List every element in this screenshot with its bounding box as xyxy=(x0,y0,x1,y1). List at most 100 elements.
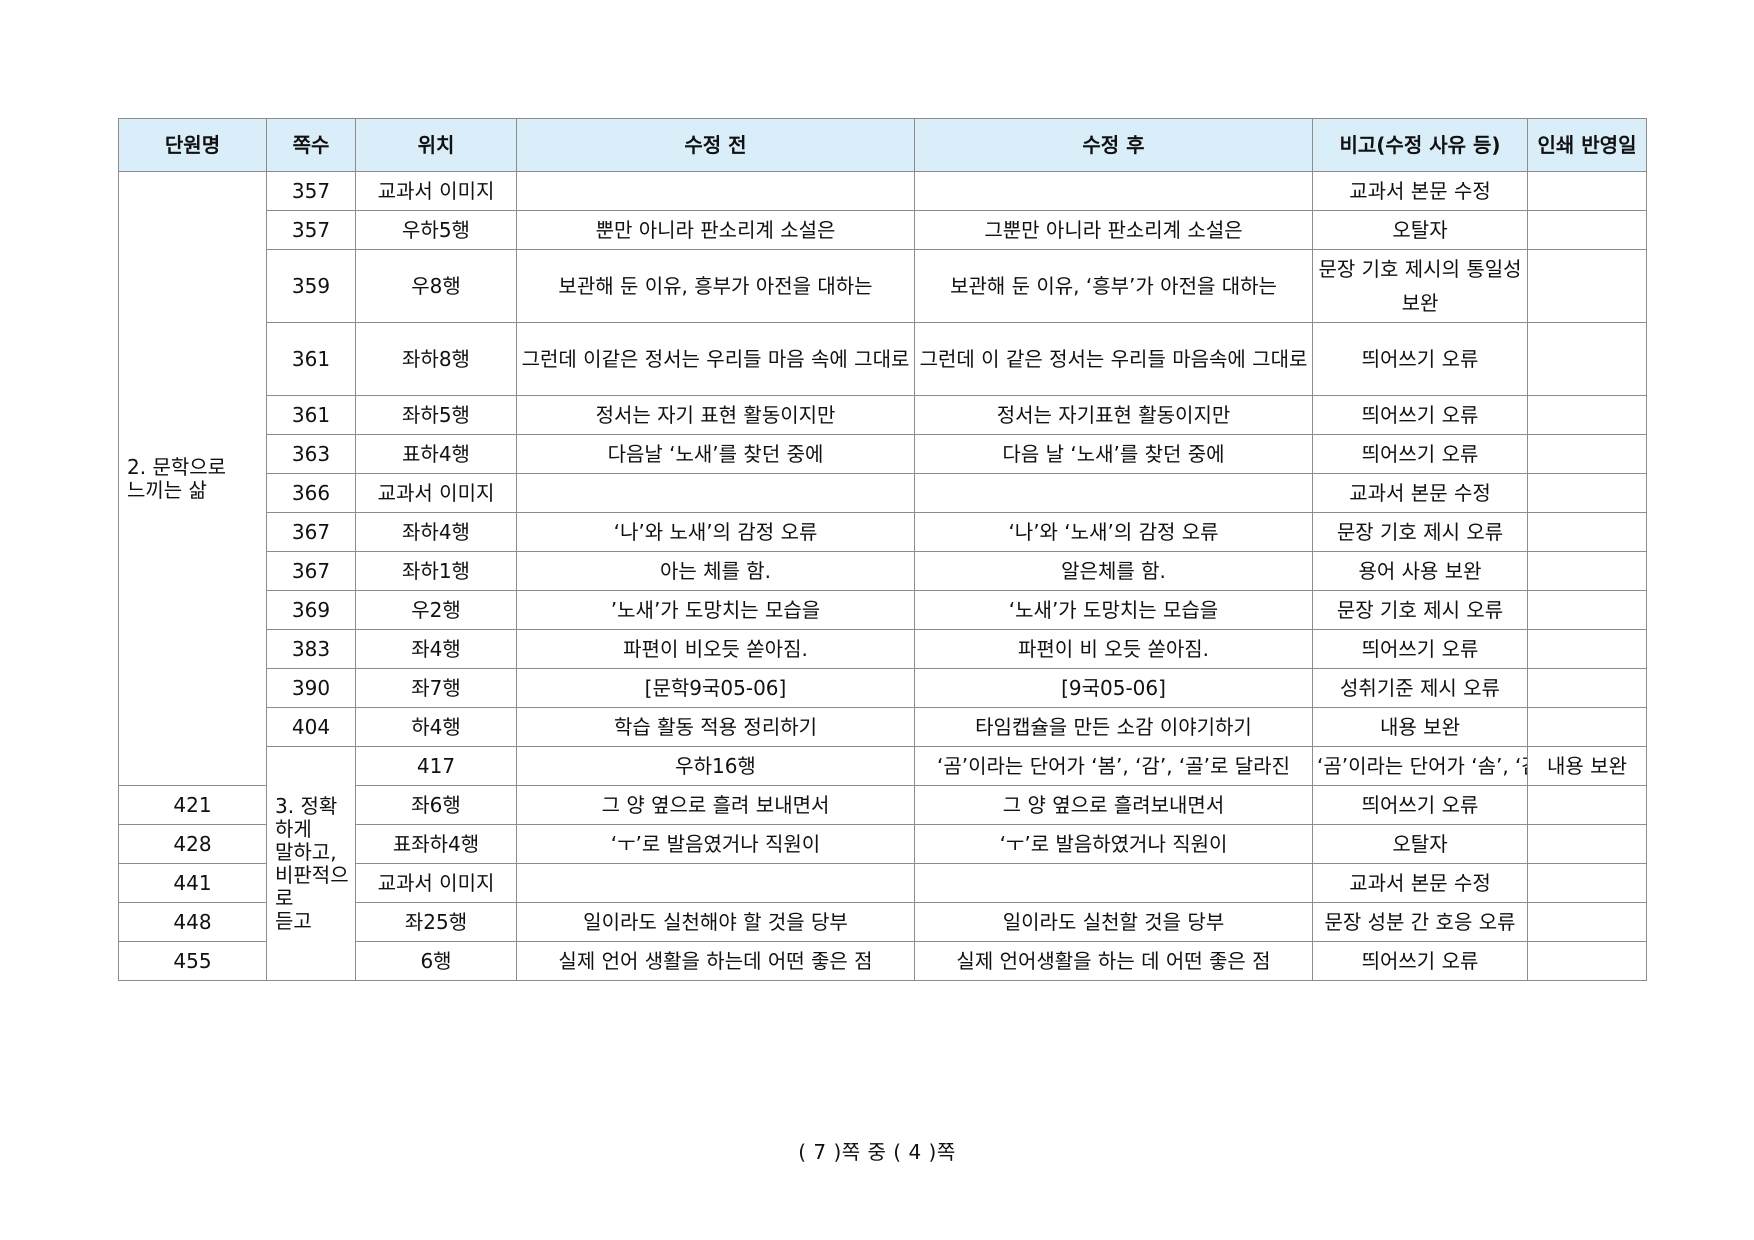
header-after-correction: 수정 후 xyxy=(914,118,1313,172)
after-correction-cell: ‘곰’이라는 단어가 ‘솜’, ‘감’, ‘골’로 달라진 xyxy=(1312,746,1528,786)
remarks-cell: 오탈자 xyxy=(1312,210,1528,250)
page-number-cell: 421 xyxy=(118,785,267,825)
after-correction-cell xyxy=(914,863,1313,903)
remarks-cell: 문장 성분 간 호응 오류 xyxy=(1312,902,1528,942)
page-number-cell: 455 xyxy=(118,941,267,981)
after-correction-cell xyxy=(914,171,1313,211)
page-number-cell: 361 xyxy=(266,395,356,435)
table-row: 359 우8행 보관해 둔 이유, 흥부가 아전을 대하는 보관해 둔 이유, ‘흥부… xyxy=(119,249,1647,323)
table-row: 441 교과서 이미지 교과서 본문 수정 xyxy=(118,863,1647,903)
location-cell: 6행 xyxy=(355,941,517,981)
after-correction-cell xyxy=(914,473,1313,513)
location-cell: 교과서 이미지 xyxy=(355,863,517,903)
remarks-cell: 오탈자 xyxy=(1312,824,1528,864)
before-correction-cell: 정서는 자기 표현 활동이지만 xyxy=(516,395,915,435)
table-row: 357 우하5행 뿐만 아니라 판소리계 소설은 그뿐만 아니라 판소리계 소설은 오탈… xyxy=(119,210,1647,250)
table-row: 390 좌7행 [문학9국05-06] [9국05-06] 성취기준 제시 오류 xyxy=(119,668,1647,708)
after-correction-cell: 일이라도 실천할 것을 당부 xyxy=(914,902,1313,942)
page-number-cell: 366 xyxy=(266,473,356,513)
after-correction-cell: [9국05-06] xyxy=(914,668,1313,708)
after-correction-cell: 다음 날 ‘노새’를 찾던 중에 xyxy=(914,434,1313,474)
unit-name-cell: 3. 정확하게 말하고, 비판적으로 듣고 xyxy=(266,746,356,981)
page-number-cell: 448 xyxy=(118,902,267,942)
print-date-cell xyxy=(1527,707,1647,747)
before-correction-cell: 뿐만 아니라 판소리계 소설은 xyxy=(516,210,915,250)
location-cell: 좌7행 xyxy=(355,668,517,708)
page-number-cell: 404 xyxy=(266,707,356,747)
page-footer: ( 7 )쪽 중 ( 4 )쪽 xyxy=(798,1140,956,1164)
after-correction-cell: ‘나’와 ‘노새’의 감정 오류 xyxy=(914,512,1313,552)
after-correction-cell: ‘노새’가 도망치는 모습을 xyxy=(914,590,1313,630)
header-unit-name: 단원명 xyxy=(118,118,267,172)
location-cell: 좌하1행 xyxy=(355,551,517,591)
remarks-cell: 교과서 본문 수정 xyxy=(1312,863,1528,903)
after-correction-cell: 알은체를 함. xyxy=(914,551,1313,591)
after-correction-cell: 그런데 이 같은 정서는 우리들 마음속에 그대로 xyxy=(914,322,1313,396)
location-cell: 표하4행 xyxy=(355,434,517,474)
print-date-cell xyxy=(1527,629,1647,669)
remarks-cell: 문장 기호 제시 오류 xyxy=(1312,512,1528,552)
table-row: 363 표하4행 다음날 ‘노새’를 찾던 중에 다음 날 ‘노새’를 찾던 중에 띄어… xyxy=(119,434,1647,474)
after-correction-cell: 실제 언어생활을 하는 데 어떤 좋은 점 xyxy=(914,941,1313,981)
table-row: 428 표좌하4행 ‘ㅜ’로 발음였거나 직원이 ‘ㅜ’로 발음하였거나 직원이 오탈자 xyxy=(118,824,1647,864)
before-correction-cell: 보관해 둔 이유, 흥부가 아전을 대하는 xyxy=(516,249,915,323)
location-cell: 우하5행 xyxy=(355,210,517,250)
before-correction-cell xyxy=(516,473,915,513)
print-date-cell xyxy=(1527,512,1647,552)
print-date-cell xyxy=(1527,473,1647,513)
after-correction-cell: ‘ㅜ’로 발음하였거나 직원이 xyxy=(914,824,1313,864)
before-correction-cell: 그런데 이같은 정서는 우리들 마음 속에 그대로 xyxy=(516,322,915,396)
location-cell: 우하16행 xyxy=(516,746,915,786)
table-row: 367 좌하4행 ‘나’와 노새’의 감정 오류 ‘나’와 ‘노새’의 감정 오류 문장… xyxy=(119,512,1647,552)
remarks-cell: 내용 보완 xyxy=(1312,707,1528,747)
page-number-cell: 363 xyxy=(266,434,356,474)
remarks-cell: 문장 기호 제시 오류 xyxy=(1312,590,1528,630)
location-cell: 좌6행 xyxy=(355,785,517,825)
table-row: 455 6행 실제 언어 생활을 하는데 어떤 좋은 점 실제 언어생활을 하는 데 … xyxy=(118,941,1647,981)
location-cell: 좌25행 xyxy=(355,902,517,942)
location-cell: 좌4행 xyxy=(355,629,517,669)
remarks-cell: 띄어쓰기 오류 xyxy=(1312,434,1528,474)
header-location: 위치 xyxy=(355,118,517,172)
location-cell: 교과서 이미지 xyxy=(355,171,517,211)
before-correction-cell xyxy=(516,863,915,903)
page-number-cell: 359 xyxy=(266,249,356,323)
print-date-cell xyxy=(1527,171,1647,211)
print-date-cell xyxy=(1527,590,1647,630)
location-cell: 좌하5행 xyxy=(355,395,517,435)
table-row: 369 우2행 ’노새’가 도망치는 모습을 ‘노새’가 도망치는 모습을 문장 기호 … xyxy=(119,590,1647,630)
location-cell: 우8행 xyxy=(355,249,517,323)
before-correction-cell: 실제 언어 생활을 하는데 어떤 좋은 점 xyxy=(516,941,915,981)
before-correction-cell: 학습 활동 적용 정리하기 xyxy=(516,707,915,747)
page-number-cell: 369 xyxy=(266,590,356,630)
remarks-cell: 내용 보완 xyxy=(1527,746,1647,786)
print-date-cell xyxy=(1527,941,1647,981)
after-correction-cell: 그뿐만 아니라 판소리계 소설은 xyxy=(914,210,1313,250)
location-cell: 교과서 이미지 xyxy=(355,473,517,513)
print-date-cell xyxy=(1527,434,1647,474)
remarks-cell: 띄어쓰기 오류 xyxy=(1312,395,1528,435)
table-row: 366 교과서 이미지 교과서 본문 수정 xyxy=(119,473,1647,513)
before-correction-cell xyxy=(516,171,915,211)
header-remarks: 비고(수정 사유 등) xyxy=(1312,118,1528,172)
after-correction-cell: 타임캡슐을 만든 소감 이야기하기 xyxy=(914,707,1313,747)
location-cell: 하4행 xyxy=(355,707,517,747)
unit-name-cell: 2. 문학으로 느끼는 삶 xyxy=(118,171,267,786)
remarks-cell: 문장 기호 제시의 통일성 보완 xyxy=(1312,249,1528,323)
before-correction-cell: 파편이 비오듯 쏟아짐. xyxy=(516,629,915,669)
print-date-cell xyxy=(1527,863,1647,903)
after-correction-cell: 파편이 비 오듯 쏟아짐. xyxy=(914,629,1313,669)
page-number-cell: 367 xyxy=(266,551,356,591)
after-correction-cell: 그 양 옆으로 흘려보내면서 xyxy=(914,785,1313,825)
remarks-cell: 띄어쓰기 오류 xyxy=(1312,629,1528,669)
before-correction-cell: 아는 체를 함. xyxy=(516,551,915,591)
header-print-date: 인쇄 반영일 xyxy=(1527,118,1647,172)
remarks-cell: 교과서 본문 수정 xyxy=(1312,473,1528,513)
before-correction-cell: [문학9국05-06] xyxy=(516,668,915,708)
print-date-cell xyxy=(1527,824,1647,864)
print-date-cell xyxy=(1527,395,1647,435)
before-correction-cell: 다음날 ‘노새’를 찾던 중에 xyxy=(516,434,915,474)
table-row: 383 좌4행 파편이 비오듯 쏟아짐. 파편이 비 오듯 쏟아짐. 띄어쓰기 오류 xyxy=(119,629,1647,669)
remarks-cell: 띄어쓰기 오류 xyxy=(1312,785,1528,825)
before-correction-cell: ‘나’와 노새’의 감정 오류 xyxy=(516,512,915,552)
